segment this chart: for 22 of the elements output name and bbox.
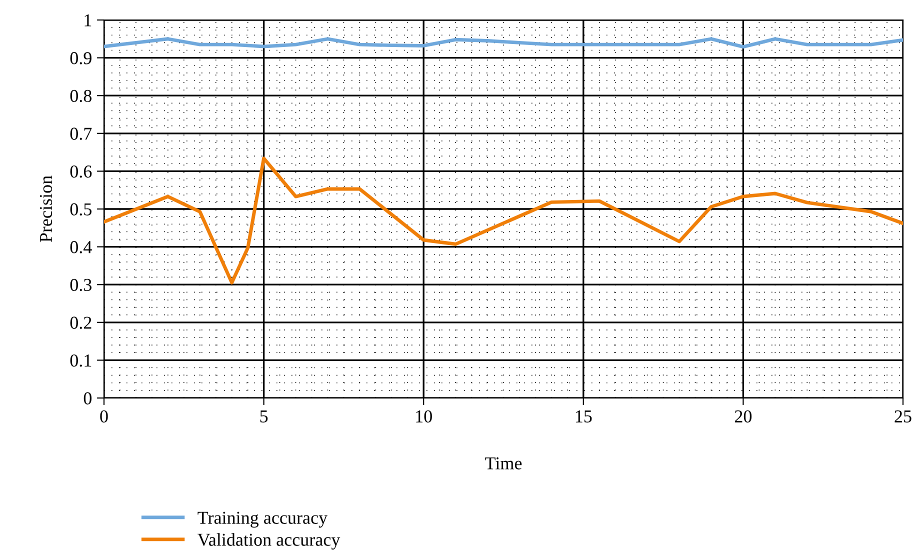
- y-tick-label: 0.2: [70, 316, 92, 329]
- x-tick-label: 25: [894, 410, 912, 423]
- y-tick-label: 0: [84, 392, 92, 404]
- y-tick-label: 0.3: [70, 278, 92, 292]
- y-tick-label: 0.1: [70, 354, 92, 367]
- legend-label: Training accuracy: [198, 512, 328, 528]
- x-tick-label: 20: [734, 410, 752, 423]
- y-tick-label: 0.8: [70, 90, 92, 102]
- y-tick-label: 0.4: [70, 241, 92, 254]
- y-tick-label: 0.5: [70, 203, 92, 216]
- x-axis-title: Time: [485, 457, 522, 470]
- y-tick-label: 0.7: [70, 128, 92, 140]
- y-tick-label: 0.9: [70, 52, 92, 64]
- legend-label: Validation accuracy: [198, 533, 340, 550]
- line-series: [104, 37, 903, 49]
- y-tick-label: 1: [84, 14, 92, 26]
- x-tick-label: 10: [416, 410, 432, 423]
- y-tick-label: 0.6: [70, 165, 92, 178]
- x-tick-label: 15: [576, 410, 592, 423]
- x-tick-label: 0: [100, 410, 108, 423]
- x-tick-label: 5: [260, 410, 268, 423]
- y-axis-title: Precision: [40, 176, 52, 242]
